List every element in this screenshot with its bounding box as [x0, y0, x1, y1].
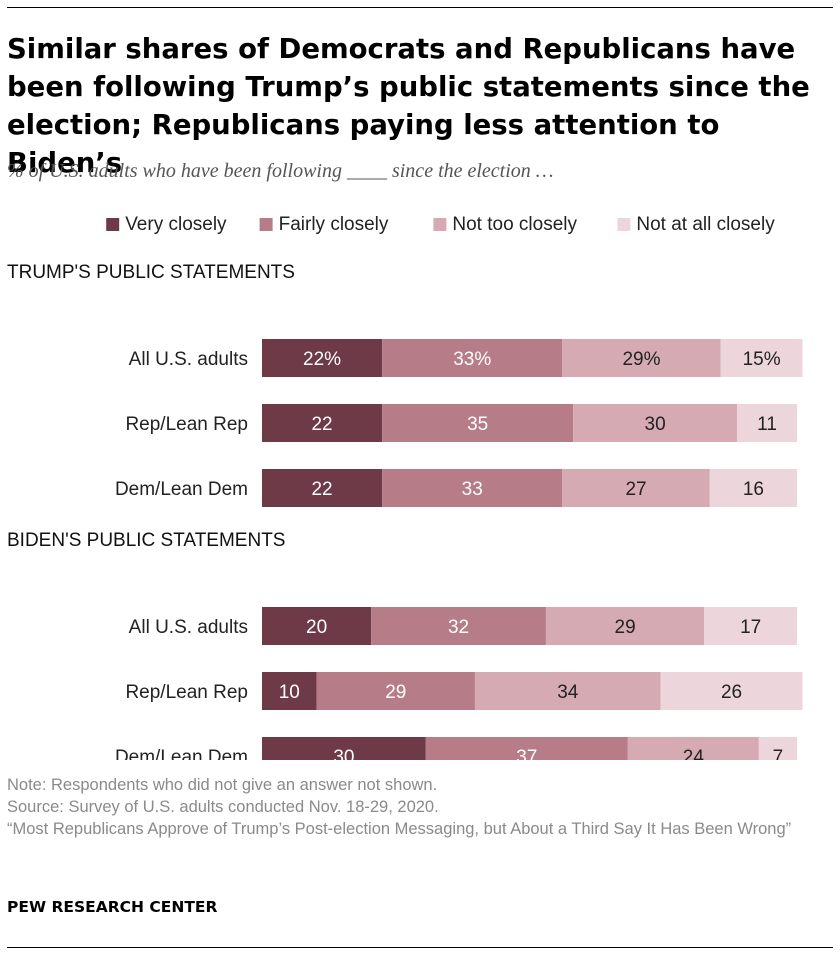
bar-value-label-1-1-2: 34 [557, 682, 579, 703]
bar-value-label-0-0-2: 29% [622, 349, 660, 370]
bar-value-label-1-1-0: 10 [279, 682, 300, 703]
bar-segment-0-2-1 [382, 469, 563, 507]
bar-segment-0-2-3 [709, 469, 798, 507]
bar-value-label-1-2-0: 30 [333, 747, 354, 760]
brand-logo-text: PEW RESEARCH CENTER [7, 898, 218, 916]
row-label-1-2: Dem/Lean Dem [115, 747, 248, 760]
row-label-0-1: Rep/Lean Rep [125, 414, 248, 435]
bar-segment-1-0-2 [545, 607, 705, 645]
bar-segment-0-2-2 [562, 469, 710, 507]
legend-label-1: Fairly closely [279, 214, 389, 235]
row-label-0-2: Dem/Lean Dem [115, 479, 248, 500]
row-label-0-0: All U.S. adults [129, 349, 248, 370]
bar-value-label-0-1-0: 22 [311, 414, 332, 435]
report-title-text: “Most Republicans Approve of Trump’s Pos… [7, 820, 792, 838]
bar-value-label-0-0-3: 15% [743, 349, 781, 370]
bar-segment-1-1-1 [316, 672, 475, 710]
bar-segment-0-1-2 [573, 404, 738, 442]
bar-value-label-1-0-2: 29 [615, 617, 636, 638]
bar-segment-1-2-2 [627, 737, 759, 760]
bar-segment-1-1-0 [262, 672, 317, 710]
bar-segment-0-0-1 [382, 339, 563, 377]
bar-value-label-0-2-0: 22 [311, 479, 332, 500]
row-label-1-1: Rep/Lean Rep [125, 682, 248, 703]
bar-value-label-1-0-3: 17 [740, 617, 761, 638]
panel-title-1: BIDEN'S PUBLIC STATEMENTS [7, 530, 285, 551]
stacked-bar-chart: Very closely Fairly closely Not too closel… [7, 214, 803, 760]
bar-segment-0-2-0 [262, 469, 383, 507]
bar-value-label-0-0-1: 33% [453, 349, 491, 370]
bar-segment-0-1-0 [262, 404, 383, 442]
legend-label-0: Very closely [125, 214, 227, 235]
panel-title-0: TRUMP'S PUBLIC STATEMENTS [7, 262, 295, 283]
bar-value-label-1-2-3: 7 [773, 747, 784, 760]
bar-value-label-0-1-2: 30 [645, 414, 666, 435]
top-rule [7, 7, 833, 8]
bar-segment-0-0-2 [562, 339, 721, 377]
bar-segment-0-1-1 [382, 404, 574, 442]
bar-value-label-1-2-1: 37 [516, 747, 537, 760]
legend-swatch-2 [433, 218, 447, 231]
bar-segment-1-0-3 [704, 607, 798, 645]
bar-segment-1-0-1 [371, 607, 546, 645]
bar-value-label-1-0-1: 32 [448, 617, 469, 638]
bar-value-label-0-2-1: 33 [462, 479, 483, 500]
chart-title: Similar shares of Democrats and Republic… [7, 33, 810, 179]
bar-segment-0-0-3 [720, 339, 803, 377]
bar-segment-0-1-3 [737, 404, 798, 442]
bar-value-label-1-1-1: 29 [385, 682, 406, 703]
bar-value-label-0-2-3: 16 [743, 479, 764, 500]
bar-segment-1-0-0 [262, 607, 372, 645]
bottom-rule [7, 947, 833, 948]
note-text: Note: Respondents who did not give an an… [7, 776, 438, 794]
bar-segment-1-2-1 [425, 737, 628, 760]
bar-segment-1-2-0 [262, 737, 426, 760]
bar-segment-1-1-2 [474, 672, 661, 710]
row-label-1-0: All U.S. adults [129, 617, 248, 638]
source-text: Source: Survey of U.S. adults conducted … [7, 798, 439, 816]
chart-subtitle: % of U.S. adults who have been following… [7, 160, 554, 182]
bar-value-label-1-2-2: 24 [683, 747, 705, 760]
legend-swatch-3 [617, 218, 631, 231]
legend-swatch-1 [259, 218, 273, 231]
legend-label-2: Not too closely [452, 214, 577, 235]
bar-value-label-1-1-3: 26 [721, 682, 742, 703]
bar-segment-1-1-3 [660, 672, 803, 710]
bar-value-label-0-0-0: 22% [303, 349, 341, 370]
legend-label-3: Not at all closely [636, 214, 775, 235]
chart-notes: Note: Respondents who did not give an an… [7, 774, 833, 840]
bar-value-label-0-2-2: 27 [625, 479, 646, 500]
bar-value-label-0-1-3: 11 [757, 414, 777, 435]
bar-segment-1-2-3 [758, 737, 798, 760]
legend-swatch-0 [106, 218, 120, 231]
bar-segment-0-0-0 [262, 339, 383, 377]
bar-value-label-1-0-0: 20 [306, 617, 327, 638]
bar-value-label-0-1-1: 35 [467, 414, 488, 435]
